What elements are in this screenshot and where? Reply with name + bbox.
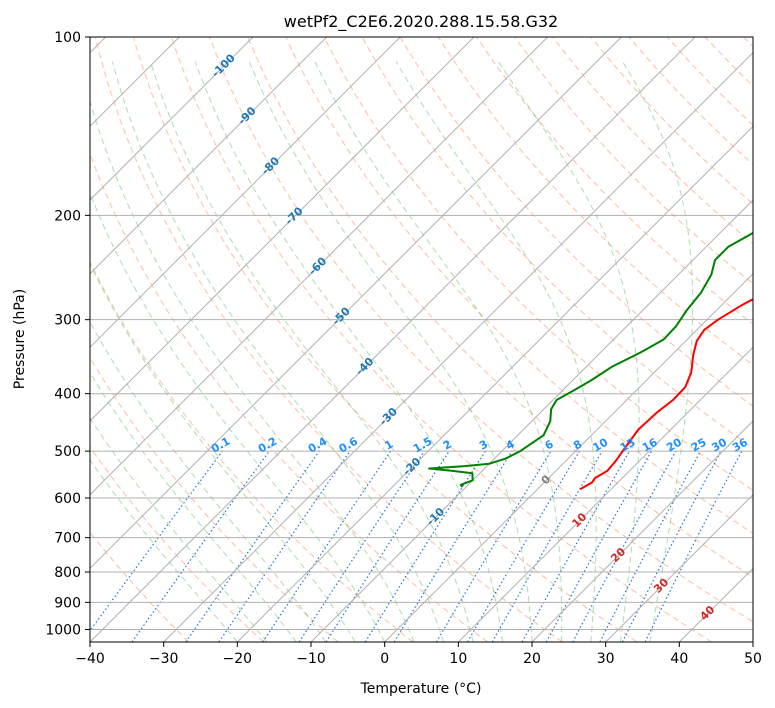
dry-adiabat-line xyxy=(476,37,753,325)
moist-adiabat-line xyxy=(622,61,694,642)
moist-adiabat-line xyxy=(149,61,474,642)
x-tick-label: 0 xyxy=(380,651,389,667)
mixing-ratio-line xyxy=(218,450,351,642)
x-tick-label: 50 xyxy=(744,651,762,667)
chart-title: wetPf2_C2E6.2020.288.15.58.G32 xyxy=(284,12,558,32)
dry-adiabat-line xyxy=(90,445,264,642)
y-tick-label: 200 xyxy=(54,208,81,224)
mixing-ratio-line xyxy=(262,450,392,642)
y-tick-label: 300 xyxy=(54,313,81,329)
isotherm-line xyxy=(90,37,696,642)
y-tick-label: 800 xyxy=(54,565,81,581)
mixing-ratio-line xyxy=(131,450,270,642)
moist-adiabat-line xyxy=(90,192,386,642)
dry-adiabat-line xyxy=(209,37,753,623)
isotherm-line xyxy=(310,199,753,642)
isotherm-line xyxy=(90,37,328,275)
y-axis: 1000 900 800 700 600 500 400 300 200 100 xyxy=(45,30,90,638)
mixing-ratio-line xyxy=(545,450,653,642)
x-tick-label: −10 xyxy=(296,651,326,667)
x-axis: −40 −30 −20 −10 0 10 20 30 40 50 xyxy=(75,642,762,667)
dry-adiabat-line xyxy=(132,37,638,642)
y-axis-label: Pressure (hPa) xyxy=(12,289,28,389)
y-tick-label: 400 xyxy=(54,387,81,403)
isotherm-line xyxy=(90,37,549,496)
moist-adiabat-line xyxy=(314,61,563,642)
moist-adiabat-line xyxy=(90,320,327,642)
skewed-isotherms xyxy=(90,37,753,642)
x-axis-label: Temperature (°C) xyxy=(360,681,482,697)
mixing-ratio-line xyxy=(325,450,450,642)
isotherm-line xyxy=(605,493,753,642)
isotherm-line xyxy=(90,37,475,422)
dewpoint-profile-line xyxy=(428,231,753,488)
isotherm-line xyxy=(90,37,254,201)
isotherm-line xyxy=(236,125,753,642)
mixing-ratio-line xyxy=(521,450,631,642)
x-tick-label: −30 xyxy=(149,651,179,667)
y-tick-label: 900 xyxy=(54,595,81,611)
profile-lines xyxy=(428,231,753,491)
dry-adiabat-line xyxy=(628,37,753,166)
dry-adiabat-line xyxy=(399,37,753,407)
y-tick-label: 600 xyxy=(54,491,81,507)
mixing-ratio-line xyxy=(393,450,513,642)
isotherm-line xyxy=(752,641,753,642)
y-tick-label: 500 xyxy=(54,444,81,460)
moist-adiabat-line xyxy=(111,61,445,642)
y-tick-label: 1000 xyxy=(45,622,81,638)
moist-adiabat-line xyxy=(90,262,356,642)
isotherm-line xyxy=(90,37,622,570)
moist-adiabat-line xyxy=(395,61,597,642)
x-tick-label: −20 xyxy=(223,651,253,667)
isotherm-line xyxy=(163,51,753,642)
moist-adiabat-line xyxy=(90,417,268,642)
x-tick-label: 20 xyxy=(523,651,541,667)
moist-adiabat-line xyxy=(90,371,297,642)
dry-adiabat-line xyxy=(94,37,563,642)
isotherm-line xyxy=(457,346,753,642)
plot-area xyxy=(90,37,753,642)
isotherm-line xyxy=(90,37,401,349)
dry-adiabat-line xyxy=(514,37,753,285)
plot-frame xyxy=(89,36,754,643)
dry-adiabat-line xyxy=(90,260,414,642)
moist-adiabat-line xyxy=(90,459,238,642)
mixing-ratio-line xyxy=(185,450,320,642)
moist-adiabat-line xyxy=(248,61,533,642)
mixing-ratio-line xyxy=(298,450,425,642)
isobar-grid xyxy=(90,37,753,630)
y-tick-label: 700 xyxy=(54,531,81,547)
x-tick-label: 30 xyxy=(597,651,615,667)
moist-adiabat-line xyxy=(90,99,415,642)
dry-adiabat-line xyxy=(323,37,753,492)
mixing-ratio-line xyxy=(644,450,743,642)
x-tick-label: 10 xyxy=(449,651,467,667)
dry-adiabat-line xyxy=(247,37,753,578)
moist-adiabat-line xyxy=(497,61,640,642)
isotherm-line xyxy=(531,420,753,642)
mixing-ratio-lines xyxy=(90,450,743,642)
mixing-ratio-line xyxy=(90,450,223,632)
isotherm-line xyxy=(384,272,753,642)
temperature-profile-line xyxy=(579,298,753,491)
mixing-ratio-line xyxy=(572,450,677,642)
y-tick-label: 100 xyxy=(54,30,81,46)
moist-adiabat-line xyxy=(194,61,504,642)
x-tick-label: 40 xyxy=(670,651,688,667)
moist-adiabats xyxy=(90,61,694,642)
x-tick-label: −40 xyxy=(75,651,105,667)
